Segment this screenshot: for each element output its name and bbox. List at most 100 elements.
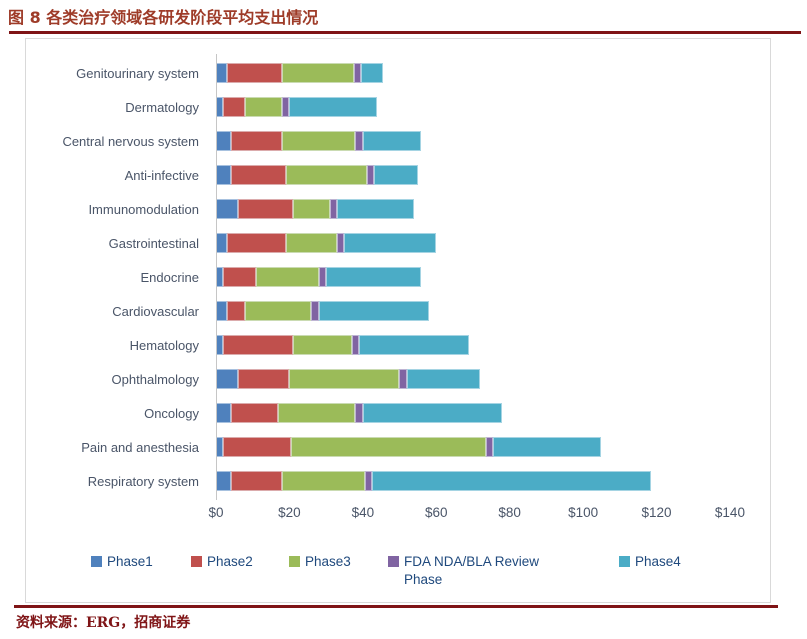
bar-row-central-nervous-system: Central nervous system (26, 124, 770, 158)
source-note: 资料来源：ERG，招商证券 (16, 615, 191, 631)
bar-track (216, 131, 770, 151)
x-tick-label: $100 (568, 505, 599, 520)
x-tick-label: $40 (351, 505, 375, 520)
bar-segment-phase3 (282, 63, 354, 83)
x-tick-label: $0 (208, 505, 224, 520)
bar-segment-fda-nda-bla-review-phase (311, 301, 319, 321)
legend-label: Phase3 (305, 554, 351, 569)
bar-segment-fda-nda-bla-review-phase (366, 165, 374, 185)
bar-segment-fda-nda-bla-review-phase (353, 63, 361, 83)
category-label: Gastrointestinal (108, 235, 199, 251)
bar-segment-phase2 (230, 471, 283, 491)
bar-segment-phase1 (216, 233, 227, 253)
x-tick-label: $80 (498, 505, 521, 520)
bar-segment-fda-nda-bla-review-phase (399, 369, 407, 389)
bar-row-cardiovascular: Cardiovascular (26, 294, 770, 328)
bar-segment-fda-nda-bla-review-phase (364, 471, 372, 491)
legend-swatch-fda-nda-bla-review-phase (388, 556, 399, 567)
bar-segment-phase2 (223, 437, 292, 457)
bar-segment-phase2 (230, 403, 279, 423)
footer-divider-rule (14, 605, 778, 608)
bar-row-hematology: Hematology (26, 328, 770, 362)
bar-row-dermatology: Dermatology (26, 90, 770, 124)
legend-label: Phase4 (635, 554, 681, 569)
bar-track (216, 97, 770, 117)
bar-segment-phase4 (373, 165, 418, 185)
bar-track (216, 233, 770, 253)
bar-segment-phase4 (337, 199, 415, 219)
bar-track (216, 165, 770, 185)
legend-swatch-phase1 (91, 556, 102, 567)
bar-segment-fda-nda-bla-review-phase (351, 335, 359, 355)
bar-segment-phase3 (278, 403, 356, 423)
y-axis-line (216, 54, 217, 500)
bar-segment-phase1 (216, 267, 224, 287)
bar-segment-phase2 (227, 233, 286, 253)
bar-segment-phase3 (293, 199, 330, 219)
legend-label: Phase2 (207, 554, 253, 569)
bar-track (216, 403, 770, 423)
category-label: Respiratory system (87, 473, 199, 489)
bar-segment-phase3 (285, 233, 338, 253)
bar-segment-fda-nda-bla-review-phase (281, 97, 290, 117)
bar-segment-phase4 (360, 63, 383, 83)
bar-segment-phase4 (362, 403, 503, 423)
bar-segment-phase1 (216, 97, 224, 117)
legend-item-fda-nda-bla-review-phase: FDA NDA/BLA Review Phase (388, 553, 576, 588)
bar-segment-phase1 (216, 63, 227, 83)
legend-label: Phase1 (107, 554, 153, 569)
category-label: Cardiovascular (112, 303, 199, 319)
category-label: Genitourinary system (76, 65, 199, 81)
bar-segment-phase1 (216, 403, 231, 423)
bar-segment-fda-nda-bla-review-phase (318, 267, 326, 287)
bar-segment-phase4 (362, 131, 422, 151)
bar-track (216, 267, 770, 287)
legend-label: FDA NDA/BLA Review Phase (404, 554, 540, 587)
bar-row-anti-infective: Anti-infective (26, 158, 770, 192)
bar-track (216, 369, 770, 389)
bar-segment-phase2 (223, 97, 246, 117)
bar-segment-phase3 (256, 267, 319, 287)
category-label: Anti-infective (124, 167, 199, 183)
bar-segment-phase3 (282, 471, 365, 491)
bar-segment-phase4 (406, 369, 481, 389)
bar-track (216, 437, 770, 457)
bar-row-genitourinary-system: Genitourinary system (26, 56, 770, 90)
bar-segment-phase2 (238, 199, 294, 219)
bar-segment-phase3 (291, 437, 486, 457)
bar-segment-phase4 (289, 97, 378, 117)
bar-segment-phase1 (216, 165, 231, 185)
title-divider-rule (9, 31, 801, 34)
bar-track (216, 471, 770, 491)
bar-segment-phase2 (230, 131, 283, 151)
bar-segment-phase1 (216, 369, 238, 389)
bar-track (216, 301, 770, 321)
category-label: Endocrine (140, 269, 199, 285)
legend-item-phase1: Phase1 (91, 553, 153, 571)
bar-track (216, 335, 770, 355)
bar-row-gastrointestinal: Gastrointestinal (26, 226, 770, 260)
bar-segment-phase2 (227, 301, 246, 321)
bar-row-immunomodulation: Immunomodulation (26, 192, 770, 226)
bar-segment-fda-nda-bla-review-phase (355, 403, 363, 423)
legend-swatch-phase2 (191, 556, 202, 567)
x-tick-label: $20 (278, 505, 301, 520)
bar-segment-phase3 (282, 131, 356, 151)
bar-row-pain-and-anesthesia: Pain and anesthesia (26, 430, 770, 464)
bar-segment-phase3 (245, 301, 312, 321)
legend-swatch-phase4 (619, 556, 630, 567)
legend-item-phase2: Phase2 (191, 553, 253, 571)
bar-row-respiratory-system: Respiratory system (26, 464, 770, 498)
bar-segment-fda-nda-bla-review-phase (485, 437, 494, 457)
bar-segment-phase1 (216, 301, 227, 321)
category-label: Central nervous system (62, 133, 199, 149)
bar-segment-phase4 (325, 267, 422, 287)
bar-row-oncology: Oncology (26, 396, 770, 430)
bar-segment-phase1 (216, 335, 224, 355)
category-label: Hematology (129, 337, 199, 353)
bar-segment-phase4 (358, 335, 470, 355)
bar-segment-phase1 (216, 131, 231, 151)
bar-row-ophthalmology: Ophthalmology (26, 362, 770, 396)
legend-swatch-phase3 (289, 556, 300, 567)
